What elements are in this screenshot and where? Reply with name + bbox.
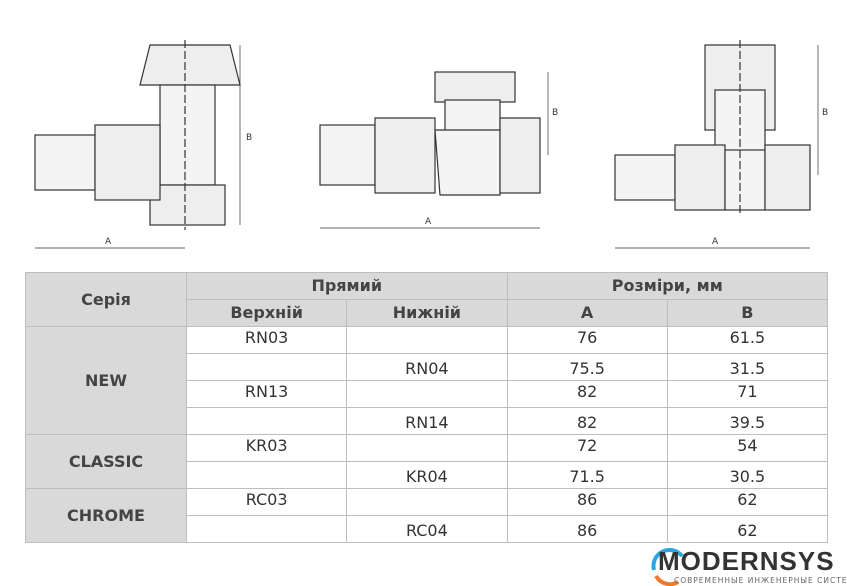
lower-cell — [346, 326, 508, 354]
b-cell: 71 — [666, 380, 829, 408]
logo-arc-icon — [651, 548, 684, 586]
upper-cell — [185, 461, 348, 489]
b-cell: 62 — [666, 488, 829, 516]
header-dimensions: Розміри, мм — [506, 272, 828, 300]
upper-value: RN13 — [244, 382, 289, 401]
upper-cell: RN13 — [185, 380, 348, 408]
a-value: 86 — [576, 490, 598, 509]
a-value: 72 — [576, 436, 598, 455]
b-value: 61.5 — [729, 328, 766, 347]
dimension-b-label: B — [822, 108, 828, 118]
a-cell: 72 — [506, 434, 668, 462]
header-lower: Нижній — [346, 299, 508, 327]
lower-cell: RC04 — [346, 515, 508, 543]
upper-value: RC03 — [245, 490, 288, 509]
header-straight: Прямий — [186, 272, 508, 300]
header-b: B — [666, 299, 829, 327]
b-value: 30.5 — [729, 467, 766, 486]
b-cell: 62 — [666, 515, 829, 543]
b-value: 54 — [737, 436, 758, 455]
b-cell: 31.5 — [666, 353, 829, 381]
upper-value: KR03 — [245, 436, 288, 455]
dimension-a-label: A — [712, 237, 719, 247]
header-a: A — [506, 299, 668, 327]
b-value: 31.5 — [729, 359, 766, 378]
upper-cell: RN03 — [185, 326, 348, 354]
a-cell: 71.5 — [506, 461, 668, 489]
series-cell: CLASSIC — [25, 434, 187, 489]
upper-value: RN03 — [244, 328, 289, 347]
table-row: CLASSIC KR03 72 54 — [25, 434, 829, 489]
straight-lower-valve-drawing: A B — [319, 71, 558, 229]
modernsys-logo: MODERNSYS СОВРЕМЕННЫЕ ИНЖЕНЕРНЫЕ СИСТЕМЫ — [648, 548, 847, 586]
table-row: RN13 82 71 — [26, 380, 829, 408]
b-value: 62 — [737, 521, 758, 540]
upper-cell: RC03 — [185, 488, 348, 516]
b-cell: 54 — [666, 434, 829, 462]
lower-value: RN14 — [405, 413, 449, 432]
a-value: 82 — [576, 382, 598, 401]
a-value: 71.5 — [569, 467, 605, 486]
table-row: NEW RN03 76 61.5 — [25, 326, 829, 435]
dimension-a-label: A — [425, 217, 432, 227]
table-row: RN14 82 39.5 — [26, 407, 829, 435]
b-value: 39.5 — [729, 413, 766, 432]
a-value: 75.5 — [569, 359, 605, 378]
upper-cell — [185, 353, 348, 381]
a-cell: 86 — [506, 488, 668, 516]
b-cell: 61.5 — [666, 326, 829, 354]
logo-tagline: СОВРЕМЕННЫЕ ИНЖЕНЕРНЫЕ СИСТЕМЫ — [674, 576, 847, 585]
dimension-a-label: A — [105, 237, 112, 247]
lower-value: KR04 — [405, 467, 448, 486]
dimension-b-label: B — [246, 133, 252, 143]
logo-wordmark: MODERNSYS — [658, 546, 835, 576]
a-value: 82 — [576, 413, 598, 432]
upper-cell — [185, 515, 348, 543]
upper-cell — [185, 407, 348, 435]
lower-cell: KR04 — [346, 461, 508, 489]
a-cell: 82 — [506, 380, 668, 408]
b-value: 62 — [737, 490, 758, 509]
series-cell: CHROME — [25, 488, 187, 543]
lower-cell: RN14 — [346, 407, 508, 435]
angle-valve-drawing: A B — [34, 40, 252, 249]
a-cell: 82 — [506, 407, 668, 435]
lower-cell — [346, 380, 508, 408]
a-cell: 86 — [506, 515, 668, 543]
b-cell: 30.5 — [666, 461, 829, 489]
lower-cell — [346, 488, 508, 516]
b-value: 71 — [737, 382, 758, 401]
dimension-b-label: B — [552, 108, 558, 118]
b-cell: 39.5 — [666, 407, 829, 435]
table-row: RC04 86 62 — [26, 515, 829, 543]
series-cell: NEW — [25, 326, 187, 435]
a-value: 86 — [576, 521, 598, 540]
lower-cell: RN04 — [346, 353, 508, 381]
valve-technical-drawings: A B A B A B — [34, 40, 828, 249]
a-cell: 75.5 — [506, 353, 668, 381]
header-series: Серія — [25, 272, 187, 327]
a-value: 76 — [576, 328, 598, 347]
a-cell: 76 — [506, 326, 668, 354]
lower-value: RC04 — [405, 521, 448, 540]
header-upper: Верхній — [185, 299, 348, 327]
dimensions-table: Серія Прямий Розміри, мм Верхній Нижній … — [25, 272, 829, 543]
lower-cell — [346, 434, 508, 462]
lower-value: RN04 — [405, 359, 449, 378]
upper-cell: KR03 — [185, 434, 348, 462]
straight-upper-valve-drawing: A B — [614, 40, 828, 249]
table-row: RN04 75.5 31.5 — [26, 353, 829, 381]
table-row: CHROME RC03 86 62 — [25, 488, 829, 543]
